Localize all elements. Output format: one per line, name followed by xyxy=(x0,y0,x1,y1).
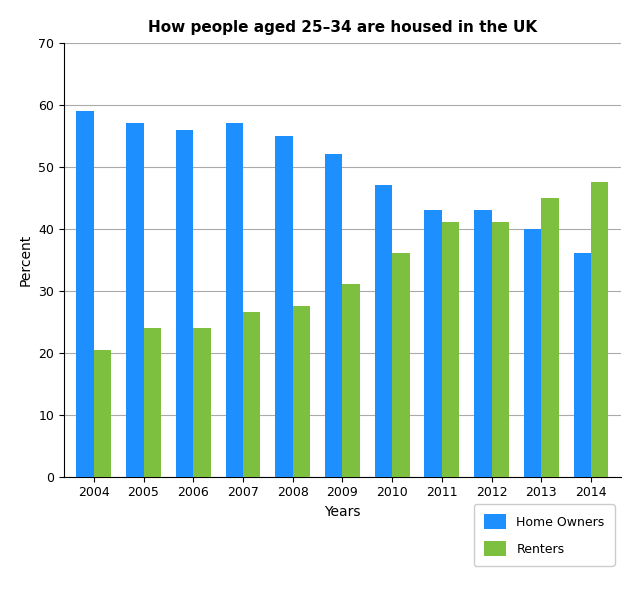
Bar xyxy=(591,182,609,477)
Bar xyxy=(541,198,559,477)
Bar xyxy=(94,349,111,477)
Bar xyxy=(275,136,292,477)
Bar xyxy=(193,328,211,477)
Bar xyxy=(176,130,193,477)
Bar xyxy=(374,185,392,477)
Bar xyxy=(325,155,342,477)
Bar xyxy=(573,254,591,477)
Bar xyxy=(292,306,310,477)
Legend: Home Owners, Renters: Home Owners, Renters xyxy=(474,505,614,566)
Bar xyxy=(76,111,94,477)
Bar xyxy=(243,312,260,477)
Bar xyxy=(392,254,410,477)
Bar xyxy=(474,210,492,477)
Bar xyxy=(342,285,360,477)
Bar xyxy=(492,222,509,477)
Title: How people aged 25–34 are housed in the UK: How people aged 25–34 are housed in the … xyxy=(148,20,537,35)
Y-axis label: Percent: Percent xyxy=(19,233,33,286)
Bar xyxy=(524,229,541,477)
Bar xyxy=(442,222,460,477)
Bar xyxy=(126,123,143,477)
X-axis label: Years: Years xyxy=(324,505,361,519)
Bar xyxy=(143,328,161,477)
Bar xyxy=(225,123,243,477)
Bar xyxy=(424,210,442,477)
